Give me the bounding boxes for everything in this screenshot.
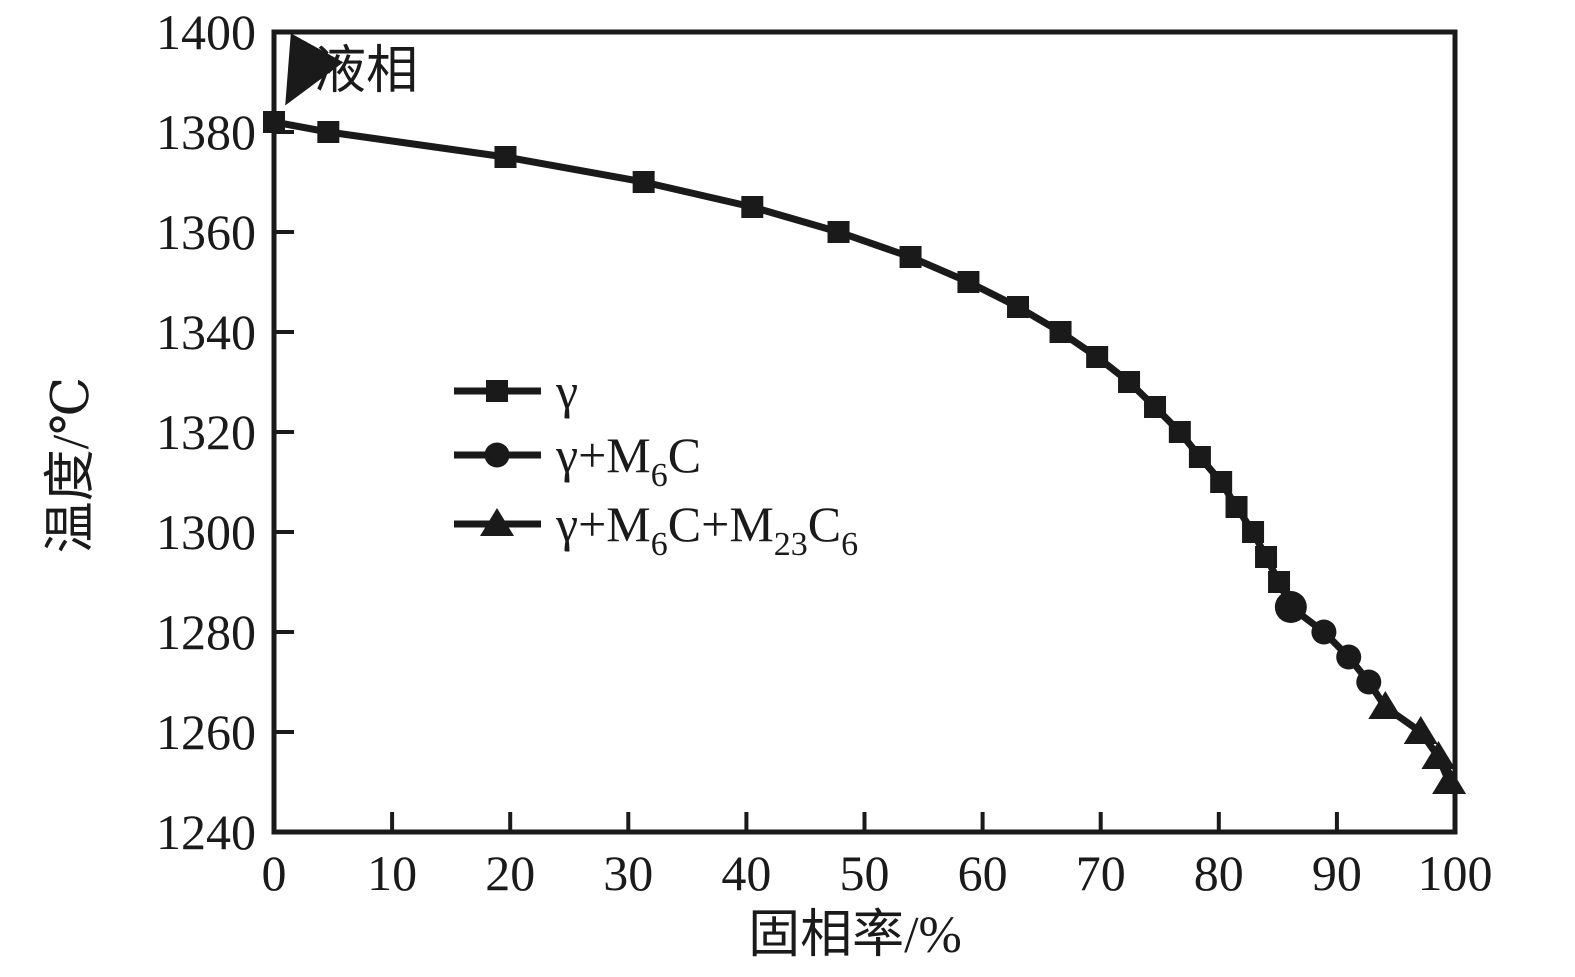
y-axis-title: 温度/℃ [43,377,100,554]
data-point-square [899,246,922,268]
data-point-square [263,111,285,133]
axis-tick-labels: 0 10 20 30 40 50 60 70 80 90 100 1240 1260 1280 1300 13… [156,4,1493,901]
data-point-square [1255,546,1278,568]
data-point-square [1086,346,1109,368]
solidification-curve [273,118,1453,784]
liquid-phase-annotation: 液相 [285,33,418,106]
x-tick-label: 100 [1418,845,1493,901]
data-point-square [1268,571,1291,593]
data-point-square [1049,321,1072,343]
data-point-circle [1311,619,1337,645]
data-point-square [827,221,850,243]
y-tick-label: 1380 [156,104,256,160]
data-point-square [741,196,764,218]
data-point-square [1188,446,1211,468]
data-point-square [1118,371,1141,393]
data-point-square [1210,471,1233,493]
x-tick-label: 0 [262,845,287,901]
legend-label: γ+M6C+M23C6 [555,496,858,563]
data-point-circle [484,442,510,468]
y-tick-label: 1280 [156,604,256,660]
data-point-square [1007,296,1030,318]
data-point-square [486,380,508,402]
y-tick-label: 1360 [156,204,256,260]
annotation-arrow [285,33,344,106]
data-point-square [632,171,655,193]
data-point-square [317,121,340,143]
y-tick-label: 1260 [156,704,256,760]
annotation-label: 液相 [314,43,418,100]
data-point-circle [1336,644,1362,670]
data-point-square [1242,521,1265,543]
x-tick-label: 30 [603,845,653,901]
data-point-triangle [1403,716,1438,744]
x-tick-label: 70 [1076,845,1126,901]
data-curve [273,118,1453,784]
x-axis-title: 固相率/% [748,907,962,964]
x-tick-label: 80 [1194,845,1244,901]
legend-entry: γ+M6C [454,427,701,494]
y-tick-label: 1320 [156,404,256,460]
x-tick-label: 90 [1312,845,1362,901]
legend-entry: γ [454,363,578,419]
data-markers [263,111,1467,794]
y-tick-label: 1240 [156,804,256,860]
y-tick-label: 1300 [156,504,256,560]
data-point-triangle [1368,691,1403,719]
data-point-triangle [480,508,514,536]
x-tick-label: 40 [721,845,771,901]
y-tick-label: 1400 [156,4,256,60]
legend-entry: γ+M6C+M23C6 [454,496,858,563]
data-point-square [1168,421,1191,443]
x-tick-label: 50 [840,845,890,901]
axis-ticks [274,130,1339,832]
data-point-triangle [1421,741,1456,769]
x-tick-label: 10 [367,845,417,901]
data-point-triangle [1432,766,1467,794]
data-point-square [1144,396,1167,418]
x-tick-label: 20 [485,845,535,901]
data-point-square [494,146,517,168]
y-tick-label: 1340 [156,304,256,360]
data-point-square [957,271,980,293]
data-point-circle [1356,669,1382,695]
legend-label: γ+M6C [555,427,701,494]
legend-label: γ [555,363,578,419]
data-point-square [1225,496,1248,518]
data-point-circle [1274,591,1307,623]
x-tick-label: 60 [958,845,1008,901]
